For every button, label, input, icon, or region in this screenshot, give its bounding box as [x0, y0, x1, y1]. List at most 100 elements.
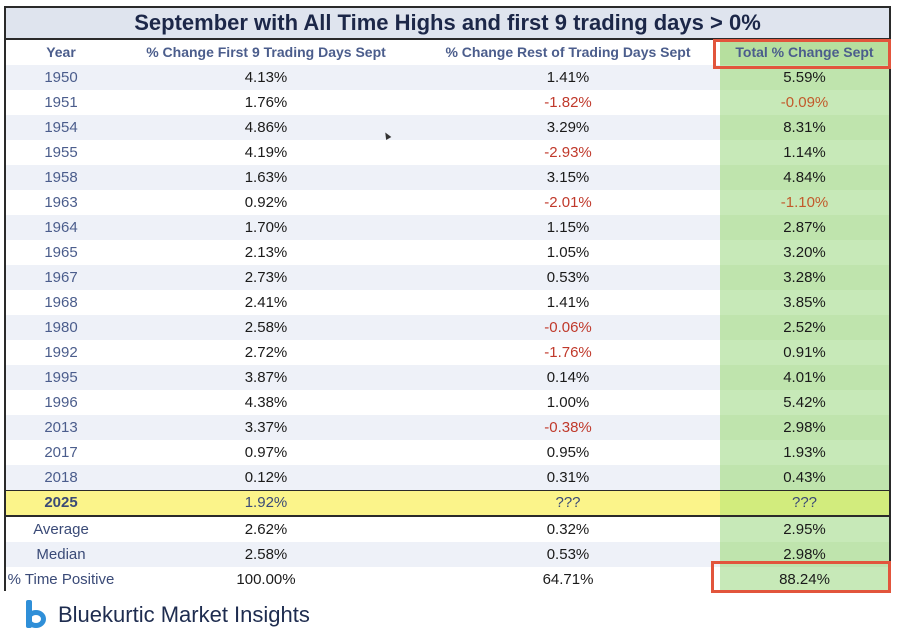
year-cell: 2025 [44, 494, 78, 511]
rest-of-days-cell: ??? [555, 494, 581, 511]
total-change-cell: 0.43% [720, 465, 889, 490]
rest-of-days-cell: 1.05% [546, 244, 590, 261]
total-change-stat: 2.95% [720, 517, 889, 542]
bluekurtic-logo-icon [22, 600, 50, 630]
total-change-cell: -0.09% [720, 90, 889, 115]
total-change-cell: -1.10% [720, 190, 889, 215]
total-change-cell: 0.91% [720, 340, 889, 365]
first-9-days-cell: 1.70% [244, 219, 288, 236]
total-change-cell: 5.59% [720, 65, 889, 90]
stat-label: Average [33, 521, 89, 538]
rest-of-days-cell: 0.53% [546, 269, 590, 286]
year-cell: 1958 [44, 169, 78, 186]
year-cell: 1955 [44, 144, 78, 161]
table-row: 1954 4.86% 3.29% 8.31% [6, 115, 889, 140]
year-cell: 1950 [44, 69, 78, 86]
first-9-days-cell: 4.38% [244, 394, 288, 411]
table-row: 1950 4.13% 1.41% 5.59% [6, 65, 889, 90]
year-cell: 1968 [44, 294, 78, 311]
first-9-days-cell: 2.72% [244, 344, 288, 361]
first-9-days-cell: 0.92% [244, 194, 288, 211]
rest-of-days-cell: 0.14% [546, 369, 590, 386]
total-change-cell: ??? [720, 491, 889, 515]
year-cell: 1980 [44, 319, 78, 336]
year-cell: 2018 [44, 469, 78, 486]
first-9-days-cell: 1.92% [244, 494, 288, 511]
rest-of-days-stat: 0.32% [546, 521, 590, 538]
first-9-days-stat: 2.62% [244, 521, 288, 538]
table-row: 2018 0.12% 0.31% 0.43% [6, 465, 889, 490]
total-change-stat: 88.24% [720, 567, 889, 592]
header-rest-of-days: % Change Rest of Trading Days Sept [445, 44, 691, 60]
title-text: September with All Time Highs and first … [134, 10, 761, 35]
year-cell: 1995 [44, 369, 78, 386]
table-row: 1963 0.92% -2.01% -1.10% [6, 190, 889, 215]
total-change-cell: 2.98% [720, 415, 889, 440]
first-9-days-cell: 4.86% [244, 119, 288, 136]
rest-of-days-cell: -2.93% [544, 144, 592, 161]
rest-of-days-cell: 1.00% [546, 394, 590, 411]
data-table: Year % Change First 9 Trading Days Sept … [6, 40, 889, 592]
table-row: 1980 2.58% -0.06% 2.52% [6, 315, 889, 340]
brand-footer: Bluekurtic Market Insights [22, 600, 310, 630]
first-9-days-stat: 2.58% [244, 546, 288, 563]
table-row: 1995 3.87% 0.14% 4.01% [6, 365, 889, 390]
year-cell: 1954 [44, 119, 78, 136]
first-9-days-cell: 3.37% [244, 419, 288, 436]
table-row: 1958 1.63% 3.15% 4.84% [6, 165, 889, 190]
first-9-days-cell: 2.41% [244, 294, 288, 311]
year-cell: 2013 [44, 419, 78, 436]
table-row: 1965 2.13% 1.05% 3.20% [6, 240, 889, 265]
total-change-cell: 1.14% [720, 140, 889, 165]
stat-label: % Time Positive [7, 571, 115, 588]
first-9-days-cell: 2.58% [244, 319, 288, 336]
header-year: Year [46, 44, 76, 60]
rest-of-days-stat: 64.71% [542, 571, 594, 588]
rest-of-days-cell: 0.31% [546, 469, 590, 486]
year-cell: 1951 [44, 94, 78, 111]
rest-of-days-cell: -1.82% [544, 94, 592, 111]
table-frame: September with All Time Highs and first … [4, 6, 891, 592]
brand-name: Bluekurtic Market Insights [58, 602, 310, 627]
table-row: 2017 0.97% 0.95% 1.93% [6, 440, 889, 465]
year-cell: 1996 [44, 394, 78, 411]
stat-row: % Time Positive 100.00% 64.71% 88.24% [6, 567, 889, 592]
table-row: 1968 2.41% 1.41% 3.85% [6, 290, 889, 315]
year-cell: 1992 [44, 344, 78, 361]
total-change-cell: 3.20% [720, 240, 889, 265]
stat-label: Median [36, 546, 86, 563]
table-title: September with All Time Highs and first … [6, 8, 889, 40]
total-change-cell: 5.42% [720, 390, 889, 415]
first-9-days-cell: 2.73% [244, 269, 288, 286]
first-9-days-cell: 0.12% [244, 469, 288, 486]
first-9-days-cell: 3.87% [244, 369, 288, 386]
table-row: 2013 3.37% -0.38% 2.98% [6, 415, 889, 440]
total-change-cell: 2.87% [720, 215, 889, 240]
table-row: 1967 2.73% 0.53% 3.28% [6, 265, 889, 290]
first-9-days-stat: 100.00% [236, 571, 296, 588]
first-9-days-cell: 1.76% [244, 94, 288, 111]
table-row: 1955 4.19% -2.93% 1.14% [6, 140, 889, 165]
rest-of-days-cell: -0.38% [544, 419, 592, 436]
table-row: 1951 1.76% -1.82% -0.09% [6, 90, 889, 115]
table-row: 1992 2.72% -1.76% 0.91% [6, 340, 889, 365]
year-cell: 1963 [44, 194, 78, 211]
table-row: 1964 1.70% 1.15% 2.87% [6, 215, 889, 240]
table-header-row: Year % Change First 9 Trading Days Sept … [6, 40, 889, 65]
rest-of-days-cell: -2.01% [544, 194, 592, 211]
rest-of-days-cell: 1.15% [546, 219, 590, 236]
rest-of-days-cell: -0.06% [544, 319, 592, 336]
rest-of-days-cell: -1.76% [544, 344, 592, 361]
table-row: 1996 4.38% 1.00% 5.42% [6, 390, 889, 415]
first-9-days-cell: 1.63% [244, 169, 288, 186]
total-change-cell: 1.93% [720, 440, 889, 465]
rest-of-days-cell: 1.41% [546, 294, 590, 311]
total-change-cell: 3.28% [720, 265, 889, 290]
stat-row: Median 2.58% 0.53% 2.98% [6, 542, 889, 567]
rest-of-days-stat: 0.53% [546, 546, 590, 563]
total-change-cell: 2.52% [720, 315, 889, 340]
year-cell: 2017 [44, 444, 78, 461]
header-first-9-days: % Change First 9 Trading Days Sept [146, 44, 386, 60]
rest-of-days-cell: 0.95% [546, 444, 590, 461]
total-change-cell: 3.85% [720, 290, 889, 315]
